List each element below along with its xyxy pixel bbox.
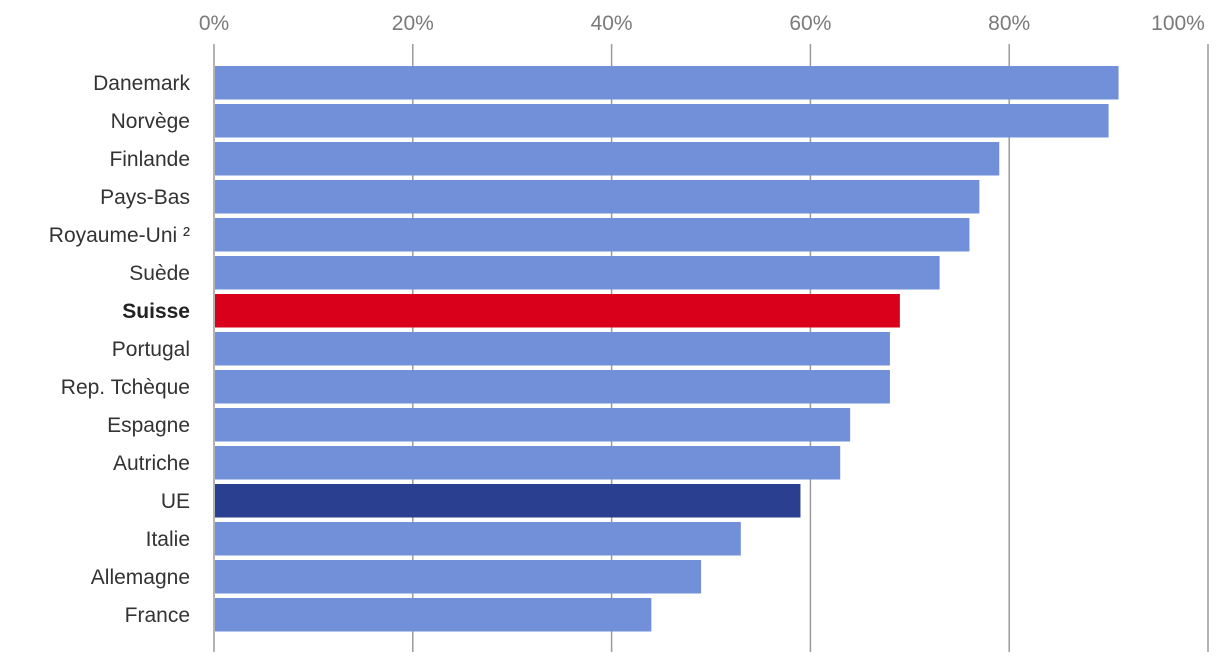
- category-label-ue: UE: [161, 490, 190, 513]
- category-label-portugal: Portugal: [112, 338, 190, 361]
- category-label-pays-bas: Pays-Bas: [100, 186, 190, 209]
- bar-france: [215, 598, 652, 632]
- category-label-rep-tcheque: Rep. Tchèque: [61, 376, 190, 399]
- x-tick-label-80: 80%: [988, 12, 1030, 35]
- bar-suisse: [215, 294, 900, 328]
- bar-autriche: [215, 446, 841, 480]
- category-label-suede: Suède: [129, 262, 190, 285]
- x-tick-label-40: 40%: [591, 12, 633, 35]
- bar-rep-tcheque: [215, 370, 890, 404]
- category-label-autriche: Autriche: [113, 452, 190, 475]
- category-label-espagne: Espagne: [107, 414, 190, 437]
- bar-pays-bas: [215, 180, 980, 214]
- x-tick-label-0: 0%: [199, 12, 229, 35]
- category-label-france: France: [125, 604, 190, 627]
- bar-danemark: [215, 66, 1119, 100]
- x-tick-label-60: 60%: [789, 12, 831, 35]
- category-label-allemagne: Allemagne: [91, 566, 190, 589]
- bar-portugal: [215, 332, 890, 366]
- bar-espagne: [215, 408, 851, 442]
- category-label-royaume-uni: Royaume-Uni ²: [49, 224, 190, 247]
- chart-bars: [215, 66, 1119, 632]
- x-axis-ticks: 0% 20% 40% 60% 80% 100%: [199, 12, 1205, 35]
- category-label-italie: Italie: [146, 528, 190, 551]
- category-label-danemark: Danemark: [93, 72, 190, 95]
- category-labels: Danemark Norvège Finlande Pays-Bas Royaume-U…: [49, 72, 191, 627]
- category-label-norvege: Norvège: [111, 110, 190, 133]
- category-label-suisse: Suisse: [122, 300, 190, 323]
- category-label-finlande: Finlande: [109, 148, 190, 171]
- bar-allemagne: [215, 560, 702, 594]
- bar-ue: [215, 484, 801, 518]
- bar-norvege: [215, 104, 1109, 138]
- bar-suede: [215, 256, 940, 290]
- bar-italie: [215, 522, 741, 556]
- bar-royaume-uni: [215, 218, 970, 252]
- x-tick-label-100: 100%: [1151, 12, 1205, 35]
- x-tick-label-20: 20%: [392, 12, 434, 35]
- bar-finlande: [215, 142, 1000, 176]
